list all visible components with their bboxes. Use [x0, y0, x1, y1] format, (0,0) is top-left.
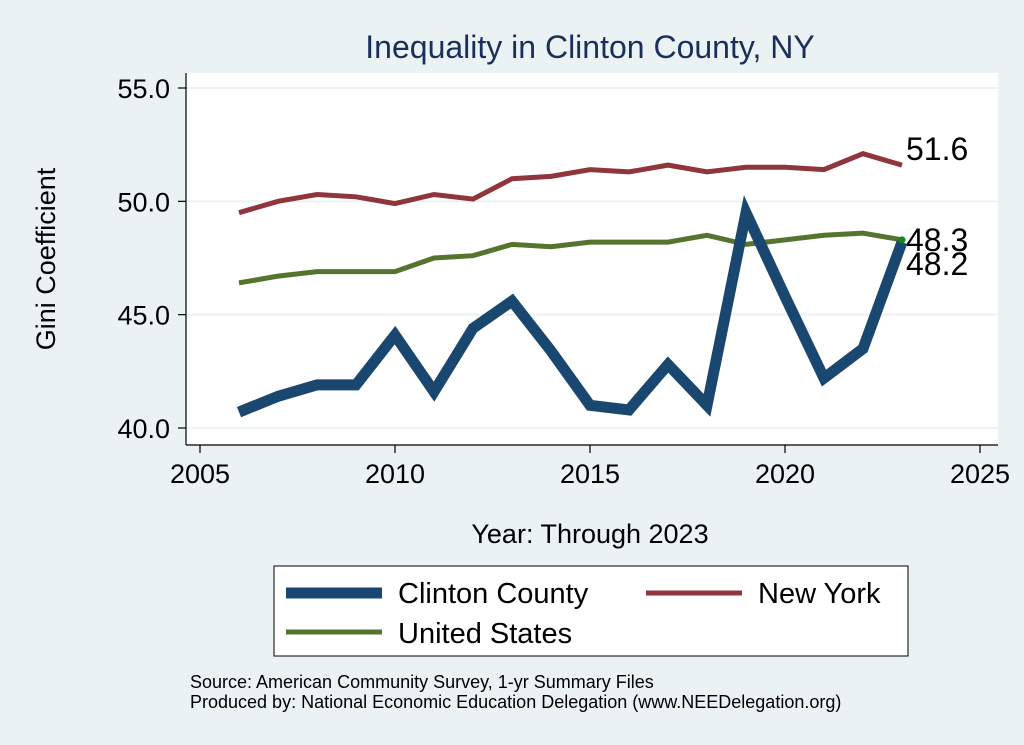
- x-tick-label-0: 2005: [170, 459, 230, 489]
- legend-label-united-states: United States: [398, 618, 572, 650]
- legend: Clinton County New York United States: [273, 565, 909, 657]
- end-label-united-states: 48.3: [906, 222, 968, 258]
- x-tick-label-3: 2020: [755, 459, 815, 489]
- legend-label-clinton-county: Clinton County: [398, 578, 589, 610]
- source-note: Source: American Community Survey, 1-yr …: [190, 672, 654, 692]
- end-labels: 48.2 51.6 48.3: [906, 131, 968, 282]
- x-tick-label-2: 2015: [560, 459, 620, 489]
- x-axis-title: Year: Through 2023: [471, 519, 708, 549]
- y-tick-label-3: 55.0: [117, 74, 170, 104]
- end-label-clinton-county: 48.2: [906, 246, 968, 282]
- axis-ticks: 40.0 45.0 50.0 55.0 2005 2010 2015 2020 2025: [117, 74, 1010, 489]
- series-lines: [236, 151, 908, 418]
- series-line-united-states: [238, 230, 903, 286]
- end-label-new-york: 51.6: [906, 131, 968, 167]
- x-tick-label-1: 2010: [365, 459, 425, 489]
- y-tick-label-0: 40.0: [117, 414, 170, 444]
- producer-note: Produced by: National Economic Education…: [190, 692, 841, 712]
- y-tick-label-1: 45.0: [117, 301, 170, 331]
- chart-title: Inequality in Clinton County, NY: [365, 29, 814, 65]
- series-line-new-york: [238, 151, 903, 216]
- end-marker-united-states: [898, 236, 906, 244]
- legend-box: [273, 565, 909, 657]
- series-line-clinton-county: [236, 195, 908, 418]
- y-axis-title: Gini Coefficient: [31, 167, 61, 350]
- legend-label-new-york: New York: [758, 578, 881, 610]
- gridlines: [186, 87, 998, 429]
- x-tick-label-4: 2025: [950, 459, 1010, 489]
- y-tick-label-2: 50.0: [117, 187, 170, 217]
